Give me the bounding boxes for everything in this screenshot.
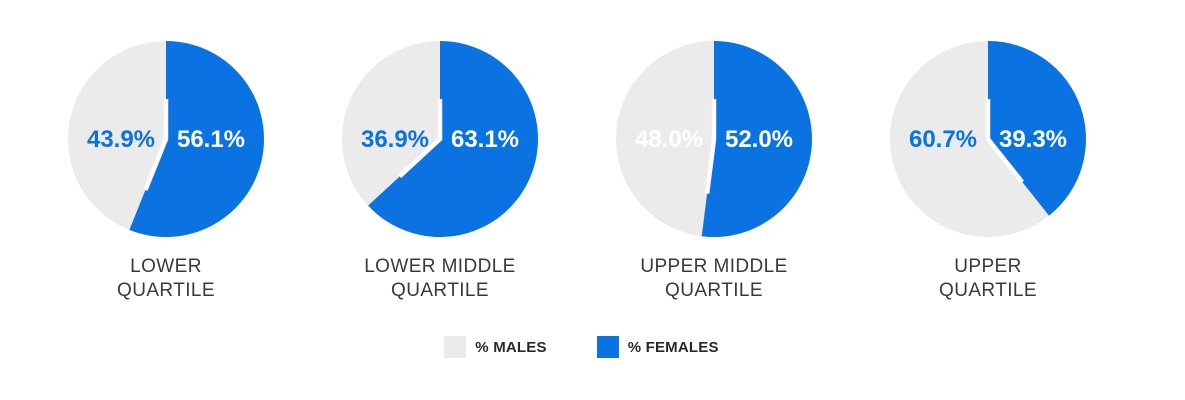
pie-chart-block: 48.0% 52.0% UPPER MIDDLE QUARTILE [577, 41, 851, 303]
legend-swatch [596, 336, 619, 358]
pie-svg: 48.0% 52.0% [616, 41, 812, 237]
females-slice [988, 41, 1086, 216]
pie-title-line: LOWER [130, 256, 202, 277]
females-slice [129, 41, 264, 237]
males-value-label: 43.9% [87, 126, 155, 153]
pie-svg: 43.9% 56.1% [68, 41, 264, 237]
pie-title-line: UPPER [954, 256, 1022, 277]
legend-label: % MALES [475, 338, 547, 356]
females-value-label: 39.3% [999, 126, 1067, 153]
slice-separator [985, 99, 1025, 184]
pie-svg: 60.7% 39.3% [890, 41, 1086, 237]
males-value-label: 36.9% [361, 126, 429, 153]
pie-title-line: LOWER MIDDLE [364, 256, 516, 277]
legend-item: % MALES [444, 336, 547, 358]
pie-title: LOWER QUARTILE [117, 255, 215, 303]
pie-title-line: QUARTILE [391, 280, 489, 301]
pie-title-line: UPPER MIDDLE [640, 256, 788, 277]
males-value-label: 60.7% [909, 126, 977, 153]
slice-separator [398, 99, 443, 179]
slice-separator [704, 99, 717, 194]
pie-charts-row: 43.9% 56.1% LOWER QUARTILE 36.9% 63.1% LOWER M… [29, 0, 1125, 303]
females-value-label: 56.1% [177, 126, 245, 153]
pie-title: LOWER MIDDLE QUARTILE [364, 255, 516, 303]
females-slice [701, 41, 812, 237]
legend: % MALES % FEMALES [0, 336, 1174, 358]
legend-item: % FEMALES [596, 336, 719, 358]
pie-chart-block: 60.7% 39.3% UPPER QUARTILE [851, 41, 1125, 303]
pie-title: UPPER QUARTILE [939, 255, 1037, 303]
legend-label: % FEMALES [627, 338, 719, 356]
females-slice [368, 41, 538, 237]
females-value-label: 52.0% [725, 126, 793, 153]
legend-swatch [444, 336, 467, 358]
females-value-label: 63.1% [451, 126, 519, 153]
pie-title-line: QUARTILE [665, 280, 763, 301]
pie-chart-block: 36.9% 63.1% LOWER MIDDLE QUARTILE [303, 41, 577, 303]
slice-separator [143, 99, 169, 191]
pie-chart-block: 43.9% 56.1% LOWER QUARTILE [29, 41, 303, 303]
pie-svg: 36.9% 63.1% [342, 41, 538, 237]
pie-title-line: QUARTILE [117, 280, 215, 301]
pie-title: UPPER MIDDLE QUARTILE [640, 255, 787, 303]
pie-title-line: QUARTILE [939, 280, 1037, 301]
males-value-label: 48.0% [635, 126, 703, 153]
